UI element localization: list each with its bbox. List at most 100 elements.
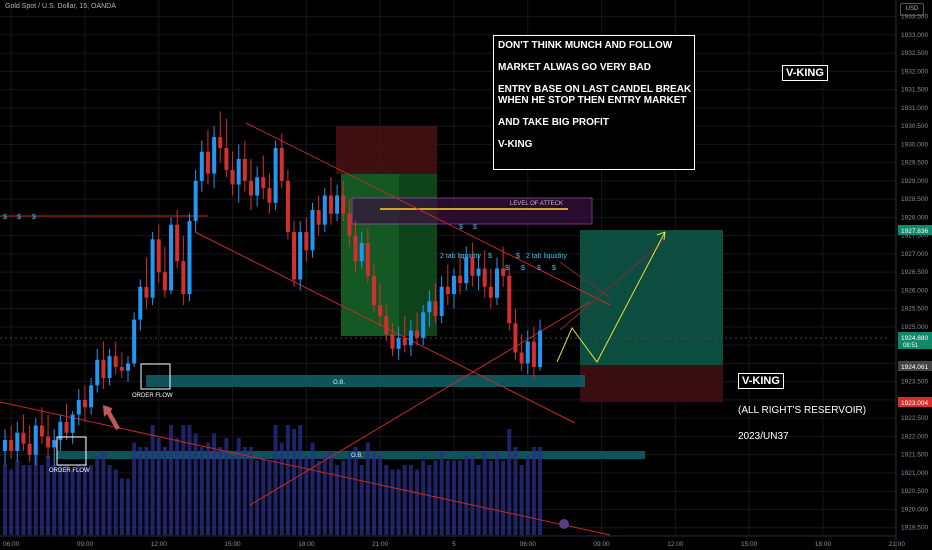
note-line xyxy=(498,73,694,84)
volume-bar xyxy=(255,460,260,535)
volume-bar xyxy=(162,447,167,535)
volume-bar xyxy=(64,465,69,535)
time-axis[interactable]: 06:00 09:00 12:00 15:00 18:00 21:00 5 06:00 09:0… xyxy=(3,541,905,548)
note-line: AND TAKE BIG PROFIT xyxy=(498,117,609,128)
entry-price-text: 1924.061 xyxy=(901,364,928,371)
candle-body xyxy=(255,177,260,196)
candle-body xyxy=(119,367,124,371)
volume-bar xyxy=(199,447,204,535)
volume-bar xyxy=(384,465,389,535)
candle-body xyxy=(408,330,413,346)
candle-body xyxy=(316,210,321,225)
volume-bar xyxy=(95,456,100,535)
volume-bar xyxy=(181,425,186,535)
time-tick-label: 06:00 xyxy=(3,541,20,548)
volume-bar xyxy=(261,456,266,535)
note-line xyxy=(498,128,694,139)
time-tick-label: 21:00 xyxy=(889,541,906,548)
candle-body xyxy=(21,432,26,444)
candle-body xyxy=(205,151,210,174)
price-axis[interactable]: 1933.500 1933.000 1932.500 1932.000 1931.500… xyxy=(901,14,928,532)
volume-bar xyxy=(316,460,321,535)
volume-bar xyxy=(335,465,340,535)
date-text: 2023/UN37 xyxy=(738,431,789,442)
vking-badge-right: V-KING xyxy=(738,373,784,389)
time-tick-label: 5 xyxy=(452,541,456,548)
candle-body xyxy=(335,195,340,214)
candle-body xyxy=(304,231,309,251)
candle-body xyxy=(538,330,543,368)
candle-body xyxy=(525,341,530,364)
volume-bar xyxy=(52,465,57,535)
price-tick-label: 1927.500 xyxy=(901,233,928,240)
candle-body xyxy=(70,414,75,433)
volume-bar xyxy=(169,425,174,535)
candle-body xyxy=(162,272,167,291)
volume-bar xyxy=(415,469,420,535)
candle-body xyxy=(292,231,297,280)
volume-bar xyxy=(372,451,376,535)
volume-bar xyxy=(33,451,38,535)
candle-body xyxy=(378,305,383,316)
dollar-marker: $ xyxy=(459,224,463,231)
long-stop-zone xyxy=(580,365,723,402)
candle-body xyxy=(402,337,407,346)
candle-body xyxy=(3,440,7,452)
note-box: DON'T THINK MUNCH AND FOLLOW MARKET ALWA… xyxy=(493,35,695,170)
candle-body xyxy=(531,341,536,368)
time-tick-label: 12:00 xyxy=(667,541,684,548)
price-tick-label: 1933.500 xyxy=(901,14,928,21)
projection-line-down xyxy=(559,261,611,299)
target-price-text: 1927.836 xyxy=(901,228,928,235)
price-tick-label: 1928.000 xyxy=(901,214,928,221)
ob-label-2: O.B. xyxy=(351,453,363,459)
candle-body xyxy=(372,275,376,306)
volume-bar xyxy=(107,465,112,535)
volume-bar xyxy=(328,451,333,535)
price-scale-background xyxy=(896,0,932,550)
volume-bar xyxy=(298,425,303,535)
volume-bar xyxy=(458,460,463,535)
candle-body xyxy=(113,356,118,368)
candle-body xyxy=(199,151,204,181)
volume-bar xyxy=(156,438,161,535)
volume-bar xyxy=(138,447,143,535)
candlesticks xyxy=(3,111,543,466)
candle-body xyxy=(58,421,63,441)
note-line: ENTRY BASE ON LAST CANDEL BREAK xyxy=(498,84,692,95)
volume-bar xyxy=(39,465,44,535)
volume-bar xyxy=(15,460,20,535)
vking-badge-top: V-KING xyxy=(782,65,828,81)
candle-body xyxy=(236,158,241,185)
candle-body xyxy=(310,210,315,251)
currency-badge[interactable]: USD xyxy=(900,3,924,16)
candle-body xyxy=(175,224,180,262)
event-icon[interactable] xyxy=(559,519,569,529)
time-tick-label: 09:00 xyxy=(593,541,610,548)
volume-bar xyxy=(525,456,530,535)
volume-bar xyxy=(507,429,512,535)
buy-arrow-icon xyxy=(103,405,120,430)
price-tick-label: 1926.000 xyxy=(901,287,928,294)
time-tick-label: 15:00 xyxy=(224,541,241,548)
dollar-marker: $ xyxy=(537,265,541,272)
candle-body xyxy=(193,180,198,222)
volume-bar xyxy=(365,442,370,535)
time-tick-label: 21:00 xyxy=(372,541,389,548)
candle-body xyxy=(513,323,518,353)
price-tick-label: 1921.500 xyxy=(901,452,928,459)
candle-body xyxy=(279,148,284,181)
candle-body xyxy=(458,275,463,284)
candle-body xyxy=(249,180,253,196)
volume-bar xyxy=(249,447,253,535)
volume-bar xyxy=(236,438,241,535)
candle-body xyxy=(495,268,499,298)
candle-body xyxy=(230,169,235,185)
ob-label-1: O.B. xyxy=(333,380,345,386)
diagonal-support-line xyxy=(0,401,611,536)
volume-bar xyxy=(396,469,401,535)
symbol-header: Gold Spot / U.S. Dollar, 15, OANDA xyxy=(5,3,116,10)
candle-body xyxy=(433,301,438,316)
volume-bar xyxy=(427,465,432,535)
